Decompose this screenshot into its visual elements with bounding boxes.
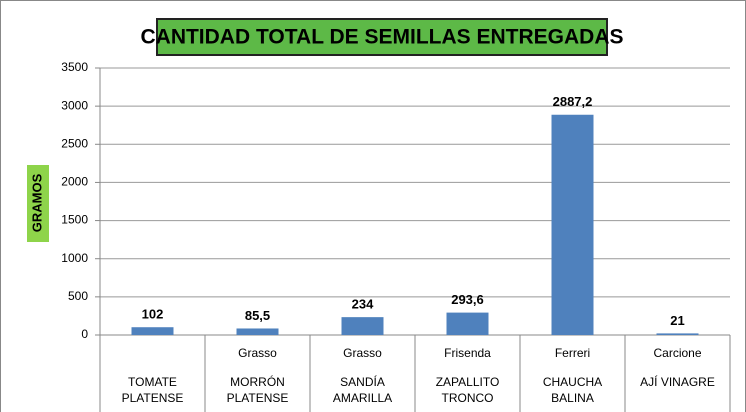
y-tick-label: 2500	[61, 136, 88, 150]
bar	[551, 114, 594, 335]
chart-title: CANTIDAD TOTAL DE SEMILLAS ENTREGADAS	[140, 26, 623, 49]
data-label: 21	[670, 313, 684, 328]
title-box	[156, 18, 608, 56]
data-label: 234	[352, 297, 374, 312]
sub-category-label: Grasso	[238, 346, 277, 360]
x-tick-label: ZAPALLITO TRONCO	[435, 375, 500, 405]
data-label: 102	[142, 307, 164, 322]
sub-category-label: Frisenda	[444, 346, 491, 360]
data-label: 2887,2	[553, 94, 593, 109]
sub-category-label: Ferreri	[554, 346, 591, 360]
y-tick-label: 0	[81, 327, 88, 341]
y-label-box	[27, 165, 49, 242]
sub-category-label: Grasso	[343, 346, 382, 360]
bar	[341, 317, 384, 335]
bar	[446, 312, 489, 335]
x-tick-label: AJÍ VINAGRE	[640, 375, 715, 389]
x-tick-label: MORRÓN PLATENSE	[226, 375, 289, 405]
data-label: 85,5	[245, 308, 270, 323]
sub-category-label: Carcione	[653, 346, 702, 360]
bar	[236, 328, 279, 335]
y-tick-label: 2000	[61, 175, 88, 189]
x-tick-label: CHAUCHA BALINA	[542, 375, 603, 405]
bar	[656, 333, 699, 335]
y-tick-label: 3000	[61, 98, 88, 112]
y-tick-label: 3500	[61, 60, 88, 74]
y-tick-label: 1500	[61, 213, 88, 227]
x-tick-label: TOMATE PLATENSE	[121, 375, 184, 405]
y-axis-label: GRAMOS	[29, 173, 44, 232]
y-tick-label: 1000	[61, 251, 88, 265]
x-tick-label: SANDÍA AMARILLA	[332, 375, 393, 405]
data-label: 293,6	[451, 292, 484, 307]
bar	[131, 327, 174, 335]
y-tick-label: 500	[68, 289, 88, 303]
